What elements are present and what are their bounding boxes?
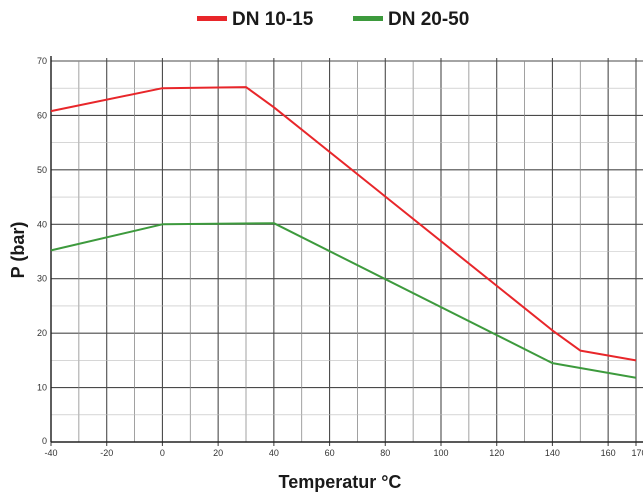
y-tick-label: 30 — [37, 274, 47, 284]
y-tick-label: 40 — [37, 219, 47, 229]
x-tick-label: 160 — [601, 448, 616, 458]
y-tick-label: 20 — [37, 328, 47, 338]
tick-labels: 0 10 20 30 40 50 60 70 -40 -20 0 20 40 60 80 100 120 140 1… — [37, 56, 643, 458]
x-tick-label: 80 — [380, 448, 390, 458]
y-axis-title: P (bar) — [8, 222, 28, 279]
y-tick-label: 10 — [37, 383, 47, 393]
legend-label: DN 20-50 — [388, 9, 469, 30]
x-tick-label: 0 — [160, 448, 165, 458]
y-tick-label: 70 — [37, 56, 47, 66]
x-tick-label: -40 — [44, 448, 57, 458]
x-tick-label: 20 — [213, 448, 223, 458]
y-tick-label: 50 — [37, 165, 47, 175]
legend-label: DN 10-15 — [232, 9, 314, 30]
legend: DN 10-15 DN 20-50 — [197, 9, 469, 30]
y-tick-label: 60 — [37, 110, 47, 120]
legend-swatch — [353, 16, 383, 21]
x-tick-label: 120 — [489, 448, 504, 458]
y-tick-label: 0 — [42, 436, 47, 446]
x-tick-label: 60 — [325, 448, 335, 458]
x-tick-label: 140 — [545, 448, 560, 458]
x-tick-label: -20 — [100, 448, 113, 458]
series-line — [50, 222, 637, 379]
series-line — [50, 86, 637, 362]
grid — [50, 56, 643, 446]
x-tick-label: 170 — [631, 448, 643, 458]
legend-swatch — [197, 16, 227, 21]
x-tick-label: 100 — [433, 448, 448, 458]
x-axis-title: Temperatur °C — [279, 472, 402, 492]
x-tick-label: 40 — [269, 448, 279, 458]
series-lines — [50, 86, 637, 379]
